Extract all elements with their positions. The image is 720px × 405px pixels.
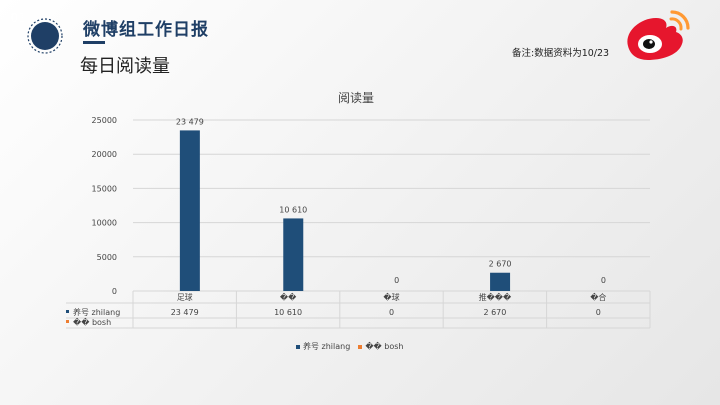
table-cell: 10 610 (274, 308, 302, 317)
section-number: 01 (10, 11, 26, 25)
x-category-label: 推��� (479, 292, 512, 302)
bar-series (179, 130, 511, 291)
data-note: 备注:数据资料为10/23 (512, 48, 610, 59)
y-tick-label: 15000 (92, 184, 117, 193)
section-badge-icon (27, 18, 63, 54)
y-axis-ticks: 25000 20000 15000 10000 5000 0 (92, 116, 117, 296)
table-cell: 23 479 (171, 308, 199, 317)
legend-swatch-icon (296, 344, 300, 349)
table-series-swatch (66, 320, 69, 323)
x-category-label: �球 (383, 292, 399, 302)
table-cell: 2 670 (483, 308, 506, 317)
data-table: 足球 23 479 �� 10 610 �球 0 推��� 2 670 �合 0 养号 zhilan… (66, 291, 651, 329)
y-tick-label: 25000 (92, 116, 117, 125)
legend-swatch-icon (358, 344, 363, 349)
table-series-swatch (66, 310, 69, 313)
legend-item-series-1: 养号 zhilang (296, 341, 350, 352)
data-label: 23 479 (176, 117, 204, 126)
table-cell: 0 (389, 308, 394, 317)
bar (490, 272, 511, 291)
table-series-label: �� bosh (73, 317, 111, 327)
x-category-label: �� (280, 292, 297, 302)
y-tick-label: 0 (112, 287, 117, 296)
y-tick-label: 20000 (92, 150, 117, 159)
chart-gridlines (133, 119, 650, 292)
bar (179, 130, 200, 291)
table-series-label: 养号 zhilang (73, 307, 120, 317)
data-label: 0 (601, 276, 606, 285)
chart-legend: 养号 zhilang �� bosh (296, 341, 403, 352)
y-tick-label: 5000 (97, 253, 117, 262)
data-label: 10 610 (279, 205, 307, 214)
data-label: 0 (394, 276, 399, 285)
y-tick-label: 10000 (92, 219, 117, 228)
legend-item-series-2: �� bosh (358, 342, 403, 351)
legend-label: �� bosh (365, 342, 404, 351)
x-category-label: �合 (590, 292, 606, 302)
page-title: 每日阅读量 (80, 56, 170, 77)
weibo-logo-icon (627, 10, 690, 60)
bar (283, 218, 304, 291)
chart-title: 阅读量 (338, 91, 374, 105)
table-cell: 0 (596, 308, 601, 317)
data-label: 2 670 (489, 260, 512, 269)
data-labels: 23 479 10 610 0 2 670 0 (176, 117, 606, 285)
header-underline (83, 41, 105, 44)
x-category-label: 足球 (177, 292, 193, 302)
legend-label: 养号 zhilang (303, 342, 351, 351)
header-title: 微博组工作日报 (83, 20, 209, 40)
